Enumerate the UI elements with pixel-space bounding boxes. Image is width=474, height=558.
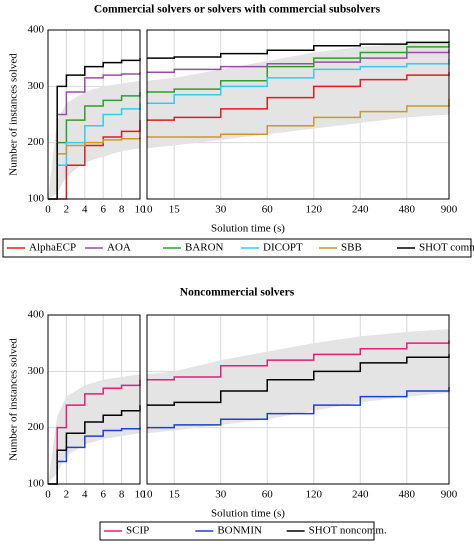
x-tick-label: 10 bbox=[135, 204, 147, 216]
x-tick-label: 0 bbox=[45, 489, 51, 501]
series-line bbox=[147, 98, 450, 138]
x-tick-label: 10 bbox=[142, 204, 154, 216]
legend-box bbox=[2, 238, 472, 258]
legend-label: DICOPT bbox=[263, 242, 303, 254]
x-tick-label: 4 bbox=[82, 489, 88, 501]
y-tick-label: 200 bbox=[28, 421, 45, 433]
x-tick-label: 60 bbox=[262, 204, 274, 216]
plot-frame bbox=[146, 29, 450, 200]
x-tick-label: 120 bbox=[306, 204, 323, 216]
y-axis-label: Number of instances solved bbox=[8, 338, 20, 461]
plot-frame bbox=[47, 29, 141, 200]
chart-title: Noncommercial solvers bbox=[180, 287, 295, 299]
plot-frame bbox=[47, 314, 141, 485]
x-tick-label: 8 bbox=[119, 489, 125, 501]
series-line bbox=[48, 58, 141, 200]
band bbox=[48, 80, 140, 199]
series-line bbox=[147, 41, 450, 59]
x-tick-label: 480 bbox=[399, 204, 416, 216]
x-tick-label: 30 bbox=[215, 489, 227, 501]
legend-label: SHOT noncomm. bbox=[309, 525, 387, 537]
x-tick-label: 8 bbox=[119, 204, 125, 216]
series-line bbox=[48, 405, 141, 485]
x-tick-label: 240 bbox=[352, 204, 369, 216]
x-tick-label: 2 bbox=[64, 204, 70, 216]
y-axis-label: Number of instances solved bbox=[8, 53, 20, 176]
series-line bbox=[147, 44, 450, 93]
y-tick-label: 400 bbox=[28, 24, 45, 36]
x-axis-label: Solution time (s) bbox=[211, 508, 285, 520]
band bbox=[147, 329, 449, 434]
chart-title: Commercial solvers or solvers with comme… bbox=[94, 4, 381, 16]
legend-label: AOA bbox=[107, 242, 131, 254]
legend-label: BONMIN bbox=[217, 525, 262, 537]
legend-label: SHOT comm. bbox=[419, 242, 474, 254]
legend-label: SBB bbox=[341, 242, 362, 254]
legend-label: SCIP bbox=[126, 525, 149, 537]
series-line bbox=[147, 340, 450, 381]
legend-box bbox=[99, 521, 375, 541]
x-tick-label: 2 bbox=[64, 489, 70, 501]
plot-frame bbox=[146, 314, 450, 485]
y-tick-label: 300 bbox=[28, 80, 45, 92]
y-tick-label: 100 bbox=[28, 193, 45, 205]
x-tick-label: 6 bbox=[100, 204, 106, 216]
y-tick-label: 400 bbox=[28, 309, 45, 321]
x-tick-label: 15 bbox=[169, 489, 181, 501]
x-axis-label: Solution time (s) bbox=[211, 223, 285, 235]
x-tick-label: 480 bbox=[399, 489, 416, 501]
x-tick-label: 900 bbox=[441, 204, 458, 216]
series-line bbox=[48, 379, 141, 485]
x-tick-label: 10 bbox=[142, 489, 154, 501]
band bbox=[147, 41, 449, 149]
series-line bbox=[147, 354, 450, 406]
legend-label: BARON bbox=[185, 242, 224, 254]
legend-label: AlphaECP bbox=[29, 242, 76, 254]
x-tick-label: 15 bbox=[169, 204, 181, 216]
y-tick-label: 100 bbox=[28, 478, 45, 490]
y-tick-label: 300 bbox=[28, 365, 45, 377]
x-tick-label: 4 bbox=[82, 204, 88, 216]
x-tick-label: 10 bbox=[135, 489, 147, 501]
x-tick-label: 30 bbox=[215, 204, 227, 216]
x-tick-label: 6 bbox=[100, 489, 106, 501]
series-line bbox=[147, 59, 450, 104]
x-tick-label: 60 bbox=[262, 489, 274, 501]
band bbox=[48, 374, 140, 484]
series-line bbox=[57, 120, 141, 200]
x-tick-label: 240 bbox=[352, 489, 369, 501]
x-tick-label: 900 bbox=[441, 489, 458, 501]
x-tick-label: 0 bbox=[45, 204, 51, 216]
y-tick-label: 200 bbox=[28, 136, 45, 148]
x-tick-label: 120 bbox=[306, 489, 323, 501]
series-line bbox=[147, 387, 450, 429]
series-line bbox=[147, 72, 450, 121]
